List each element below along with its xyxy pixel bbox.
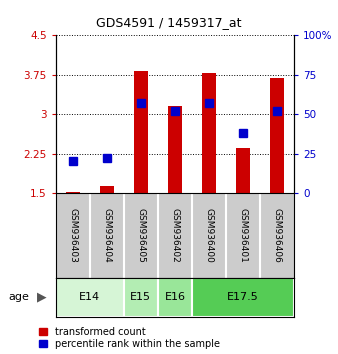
Bar	[124, 278, 158, 317]
Text: GSM936406: GSM936406	[272, 208, 282, 263]
Text: GSM936402: GSM936402	[170, 208, 179, 263]
Text: E17.5: E17.5	[227, 292, 259, 302]
Legend: transformed count, percentile rank within the sample: transformed count, percentile rank withi…	[39, 327, 220, 349]
Text: ▶: ▶	[37, 291, 47, 304]
Bar	[66, 192, 80, 193]
Bar	[192, 278, 294, 317]
Text: GSM936400: GSM936400	[204, 208, 214, 263]
Text: GSM936401: GSM936401	[239, 208, 247, 263]
Text: GSM936403: GSM936403	[68, 208, 77, 263]
Text: GSM936404: GSM936404	[102, 208, 111, 263]
Text: GDS4591 / 1459317_at: GDS4591 / 1459317_at	[96, 16, 242, 29]
Text: GSM936405: GSM936405	[136, 208, 145, 263]
Bar	[100, 186, 114, 193]
Bar	[56, 278, 124, 317]
Text: E16: E16	[164, 292, 186, 302]
Bar	[202, 73, 216, 193]
Text: E15: E15	[130, 292, 151, 302]
Bar	[158, 278, 192, 317]
Bar	[168, 106, 182, 193]
Bar	[134, 71, 148, 193]
Text: age: age	[8, 292, 29, 302]
Bar	[236, 148, 250, 193]
Bar	[270, 79, 284, 193]
Text: E14: E14	[79, 292, 100, 302]
